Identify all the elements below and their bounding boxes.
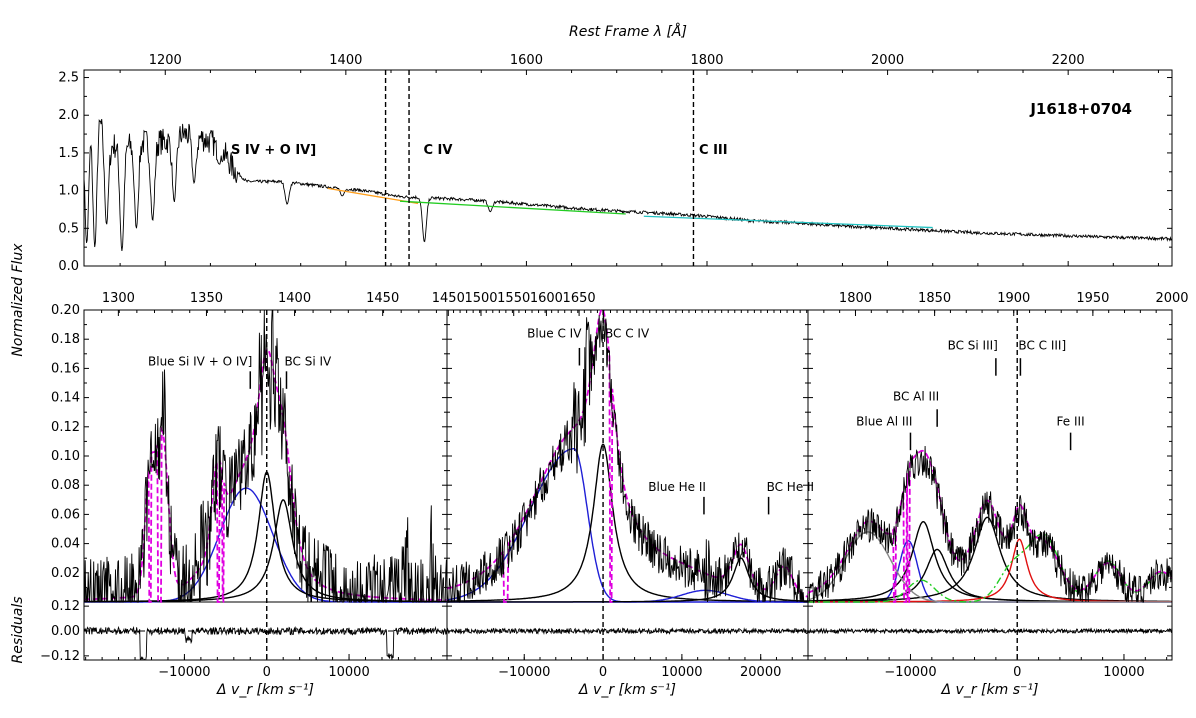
- overview-x-tick-label: 2000: [871, 53, 904, 68]
- overview-y-tick-label: 0.5: [58, 221, 79, 236]
- panel-CIII-gray-component: [807, 531, 1172, 603]
- panel-top-tick-label: 1450: [432, 291, 465, 306]
- panel-SiIV-residuals: [83, 625, 448, 661]
- panel-x-tick-label: −10000: [884, 665, 936, 680]
- panel-y-tick-label: 0.20: [51, 303, 80, 318]
- panel-CIV-observed-spectrum: [446, 309, 809, 604]
- overview-region-label: C III: [699, 143, 728, 158]
- panel-top-tick-label: 1350: [190, 291, 223, 306]
- residual-y-tick-label: 0.12: [51, 599, 80, 614]
- overview-continuum-2: [643, 215, 933, 229]
- residuals-label: Residuals: [10, 596, 26, 663]
- panel-x-label: Δ v_r [km s⁻¹]: [216, 682, 314, 698]
- panel-y-tick-label: 0.10: [51, 449, 80, 464]
- panel-CIII-frame: [807, 309, 1173, 603]
- annotation-label: BC Al III: [893, 390, 939, 404]
- overview-continuum-1: [399, 200, 626, 215]
- panel-top-tick-label: 1450: [366, 291, 399, 306]
- panel-top-tick-label: 1500: [464, 291, 497, 306]
- panel-x-tick-label: 10000: [661, 665, 702, 680]
- residual-y-tick-label: −0.12: [40, 649, 80, 664]
- panel-x-tick-label: 0: [1013, 665, 1021, 680]
- panel-top-tick-label: 1400: [278, 291, 311, 306]
- panel-y-tick-label: 0.14: [51, 391, 80, 406]
- overview-y-tick-label: 1.0: [58, 184, 79, 199]
- annotation-label: Fe III: [1057, 414, 1085, 428]
- panel-y-tick-label: 0.04: [51, 537, 80, 552]
- overview-spectrum: [83, 118, 1173, 251]
- overview-x-tick-label: 1800: [690, 53, 723, 68]
- residual-y-tick-label: 0.00: [51, 624, 80, 639]
- panel-top-tick-label: 1300: [102, 291, 135, 306]
- panel-CIV-bc-heii-component: [447, 557, 808, 603]
- panel-SiIV-red-core-component: [84, 499, 447, 603]
- annotation-label: BC Si IV: [284, 354, 332, 368]
- panel-x-tick-label: 10000: [328, 665, 369, 680]
- annotation-label: BC C IV: [605, 327, 650, 341]
- overview-region-label: S IV + O IV]: [231, 143, 316, 158]
- panel-x-tick-label: −10000: [158, 665, 210, 680]
- panel-CIII-fe-iii-template: [808, 533, 1172, 603]
- panel-y-tick-label: 0.08: [51, 478, 80, 493]
- panel-top-tick-label: 1900: [997, 291, 1030, 306]
- annotation-label: BC Si III]: [948, 338, 998, 352]
- plot-area: 1200 1400 1600 1800 2000 2200 0.0 0.5 1.0 1.5 2.0 2…: [40, 53, 1188, 698]
- panel-x-label: Δ v_r [km s⁻¹]: [578, 682, 676, 698]
- panel-top-tick-label: 1850: [918, 291, 951, 306]
- overview-x-tick-label: 1600: [510, 53, 543, 68]
- overview-region-label: C IV: [423, 143, 452, 158]
- panel-top-tick-label: 2000: [1155, 291, 1188, 306]
- panel-y-tick-label: 0.02: [51, 566, 80, 581]
- panel-x-tick-label: 10000: [1103, 665, 1144, 680]
- panel-y-tick-label: 0.12: [51, 420, 80, 435]
- overview-x-tick-label: 1200: [149, 53, 182, 68]
- panel-x-tick-label: 0: [263, 665, 271, 680]
- panel-CIII-observed-spectrum: [808, 445, 1172, 604]
- annotation-label: Blue C IV: [527, 327, 582, 341]
- overview-y-tick-label: 2.0: [58, 108, 79, 123]
- top-xlabel: Rest Frame λ [Å]: [569, 23, 687, 40]
- panel-x-tick-label: 0: [599, 665, 607, 680]
- panel-top-tick-label: 1550: [497, 291, 530, 306]
- panel-y-tick-label: 0.18: [51, 332, 80, 347]
- panel-top-tick-label: 1800: [839, 291, 872, 306]
- y-axis-label: Normalized Flux: [10, 243, 26, 357]
- annotation-label: BC He II: [767, 480, 815, 494]
- overview-y-tick-label: 1.5: [58, 146, 79, 161]
- panel-x-tick-label: 20000: [740, 665, 781, 680]
- overview-x-tick-label: 1400: [329, 53, 362, 68]
- panel-x-label: Δ v_r [km s⁻¹]: [941, 682, 1039, 698]
- panel-top-tick-label: 1600: [530, 291, 563, 306]
- panel-SiIV-observed-spectrum: [83, 309, 448, 603]
- panel-top-tick-label: 1650: [563, 291, 596, 306]
- panel-x-tick-label: −10000: [498, 665, 550, 680]
- object-name: J1618+0704: [1029, 100, 1132, 118]
- overview-x-tick-label: 2200: [1052, 53, 1085, 68]
- annotation-label: Blue Si IV + O IV]: [148, 354, 252, 368]
- panel-top-tick-label: 1950: [1076, 291, 1109, 306]
- overview-y-tick-label: 2.5: [58, 71, 79, 86]
- annotation-label: Blue Al III: [856, 414, 912, 428]
- overview-frame: [83, 69, 1173, 267]
- panel-CIV-residuals: [446, 627, 809, 635]
- overview-y-tick-label: 0.0: [58, 259, 79, 274]
- panel-y-tick-label: 0.16: [51, 361, 80, 376]
- panel-y-tick-label: 0.06: [51, 507, 80, 522]
- annotation-label: Blue He II: [648, 480, 706, 494]
- annotation-label: BC C III]: [1018, 338, 1066, 352]
